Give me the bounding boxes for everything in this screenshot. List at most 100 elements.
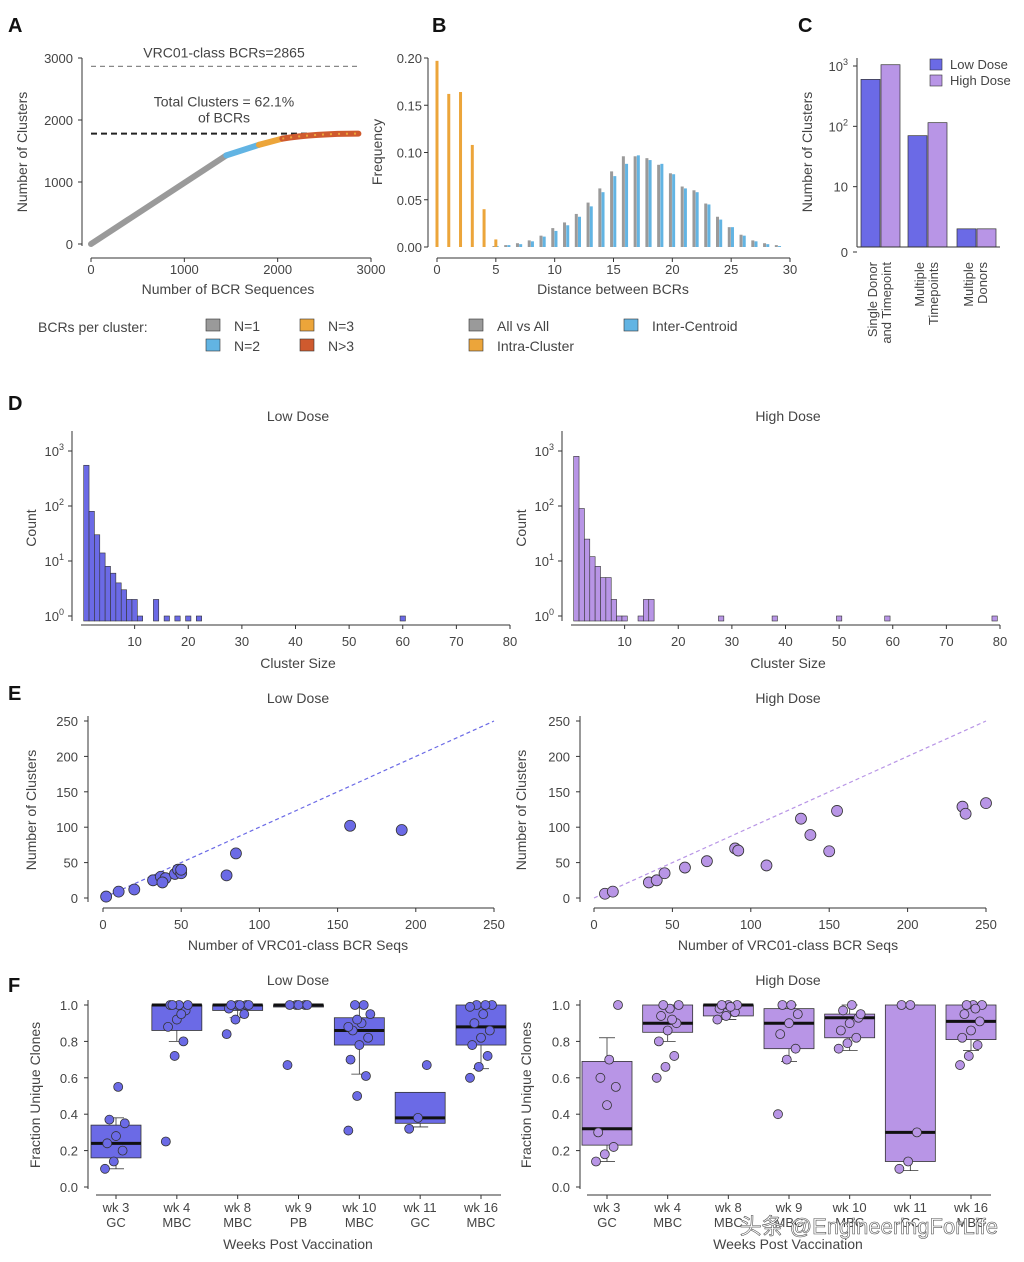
histogram-bar [88,511,95,622]
data-point [835,1025,846,1036]
data-point [784,1018,794,1029]
data-point [896,1000,907,1010]
x-tick-label: 30 [783,262,797,277]
bar-all-vs-all [574,213,578,247]
x-tick-label: 50 [342,634,356,649]
y-tick-label: 0.8 [60,1034,78,1049]
y-tick-label: 150 [548,785,570,800]
x-tick-label: 20 [181,634,195,649]
legend-title: BCRs per cluster: [38,319,148,335]
histogram-bar [174,615,181,622]
histogram-bar [99,552,106,622]
data-point [669,1051,680,1061]
series-N>3 [279,130,362,142]
bar-intra-cluster [494,239,498,247]
histogram-bar [153,599,160,622]
y-tick-label: 103 [829,57,848,74]
x-tick-label: 30 [725,634,739,649]
data-point [591,1156,601,1167]
histogram-bar [718,615,725,622]
data-point [421,1060,432,1070]
scatter-point [760,859,773,872]
data-point [469,1018,480,1029]
data-point [482,1051,493,1061]
data-point [604,1054,615,1065]
x-tick-label: 70 [449,634,463,649]
legend-swatch [929,58,943,71]
bar-inter-centroid [578,216,581,247]
histogram-bar [648,599,655,622]
bar-inter-centroid [648,160,652,247]
bar-low-dose [907,135,928,248]
y-tick-label: 1.0 [552,998,570,1013]
bar-all-vs-all [704,203,708,247]
y-axis-label: Fraction Unique Clones [27,1022,43,1168]
y-tick-label: 0.6 [60,1071,78,1086]
histogram-bar [120,589,127,622]
scatter-point [959,807,972,820]
scatter-point [831,805,843,817]
histogram-bar [137,615,143,622]
data-point [358,1000,369,1010]
data-point [894,1163,905,1174]
bar-all-vs-all [657,164,661,247]
histogram-bar [589,556,596,622]
bar-all-vs-all [763,243,767,247]
y-tick-label: 100 [56,820,78,835]
histogram-bar [621,615,628,622]
legend-label: N=3 [328,318,354,334]
data-point [473,1061,484,1072]
data-point [221,1029,232,1040]
y-axis-label: Number of Clusters [14,92,30,213]
bar-all-vs-all [610,171,614,247]
bar-all-vs-all [492,246,496,247]
category-label-type: MBC [714,1215,743,1230]
data-point [365,1009,376,1019]
data-point [302,1000,313,1010]
y-tick-label: 0.0 [60,1180,78,1195]
bar-inter-centroid [554,230,558,247]
histogram-bar [594,566,601,622]
bar-inter-centroid [707,204,711,247]
data-point [363,1032,374,1043]
bar-inter-centroid [589,206,593,247]
reference-label-2: of BCRs [198,110,250,126]
scatter-point [128,883,141,896]
data-point [111,1131,121,1141]
data-point [961,1000,972,1010]
histogram-bar [600,577,607,622]
data-point [846,1000,857,1010]
x-tick-label: 0 [590,917,597,932]
scatter-low-dose: Low Dose 0 50 100 150 200 250 0 50 100 150 200 250 Nu… [23,690,505,953]
x-axis-label: Number of VRC01-class BCR Seqs [188,937,408,953]
data-point [667,1014,677,1025]
y-tick-label: 0.2 [552,1144,570,1159]
bar-all-vs-all [586,202,590,247]
data-point [354,1040,365,1050]
y-axis-label: Count [513,509,529,546]
panel-f-letter: F [8,975,20,997]
category-label-type: MBC [467,1215,496,1230]
scatter-point [230,847,242,860]
data-point [651,1072,662,1083]
y-tick-label: 10 [834,180,848,195]
histogram-bar [573,456,580,622]
x-tick-label: 10 [617,634,631,649]
x-tick-label: 60 [886,634,900,649]
scatter-point [112,885,125,898]
y-axis-label: Number of Clusters [799,92,815,213]
x-tick-label: 50 [665,917,679,932]
data-point [777,1000,788,1010]
y-tick-label: 101 [45,552,64,569]
data-point [117,1145,128,1156]
data-point [653,1036,664,1047]
bar-inter-centroid [601,192,605,247]
identity-line [593,720,987,899]
bar-all-vs-all [716,216,719,247]
scatter-point [823,845,836,858]
y-axis-label: Fraction Unique Clones [518,1022,534,1168]
data-point [972,1040,983,1050]
y-tick-label: 0 [66,237,73,252]
panel-d-letter: D [8,393,22,415]
category-label-type: GC [901,1215,921,1230]
